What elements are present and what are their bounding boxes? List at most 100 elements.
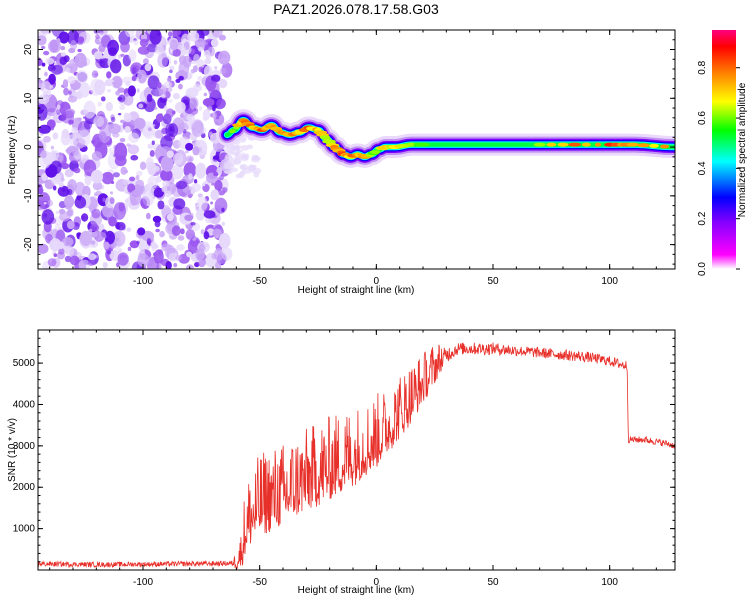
noise-blob (115, 90, 120, 96)
noise-blob (40, 45, 46, 50)
x-tick-label: 0 (374, 577, 380, 588)
y-tick-label: 0 (23, 144, 34, 150)
noise-blob (106, 71, 112, 79)
y-tick-label: 10 (23, 92, 34, 104)
noise-blob (155, 113, 164, 123)
noise-blob (137, 227, 146, 236)
noise-blob (43, 202, 47, 205)
noise-blob (175, 78, 181, 83)
noise-blob (210, 201, 214, 205)
noise-blob (147, 75, 160, 90)
noise-blob (137, 46, 150, 55)
ridge-peak (416, 142, 430, 147)
noise-blob (116, 222, 126, 231)
ridge-peak (594, 142, 602, 147)
noise-blob (146, 43, 158, 53)
noise-blob (66, 188, 73, 196)
noise-blob (192, 145, 200, 156)
noise-blob (172, 152, 184, 165)
noise-blob (186, 114, 192, 121)
noise-blob (112, 81, 116, 85)
noise-blob (145, 212, 151, 220)
noise-blob (75, 70, 89, 84)
noise-blob (41, 81, 52, 96)
noise-blob (210, 189, 220, 201)
noise-blob (67, 95, 78, 103)
x-tick-label: 100 (601, 276, 618, 287)
noise-blob (166, 213, 174, 222)
noise-blob (41, 209, 55, 225)
x-tick-label: -100 (133, 577, 153, 588)
noise-blob (103, 241, 110, 250)
noise-blob (40, 150, 47, 159)
noise-blob (203, 92, 208, 97)
noise-blob (166, 150, 174, 158)
noise-blob (238, 171, 245, 179)
y-tick-label: 1000 (13, 524, 36, 535)
y-tick-label: 20 (23, 44, 34, 56)
noise-blob (252, 164, 257, 171)
noise-blob (47, 39, 61, 54)
chart-title: PAZ1.2026.078.17.58.G03 (273, 1, 439, 17)
noise-blob (112, 172, 120, 178)
noise-blob (81, 213, 89, 222)
noise-blob (71, 127, 78, 134)
noise-blob (50, 69, 55, 73)
noise-blob (202, 98, 215, 107)
noise-blob (77, 36, 85, 44)
noise-blob (127, 144, 140, 155)
noise-blob (165, 108, 175, 119)
noise-blob (82, 116, 87, 119)
noise-blob (128, 49, 137, 62)
noise-blob (188, 157, 193, 162)
noise-blob (195, 248, 205, 261)
noise-blob (163, 81, 173, 89)
y-tick-label: 4000 (13, 399, 36, 410)
ridge-peak (533, 142, 546, 147)
noise-blob (137, 253, 150, 268)
noise-blob (241, 144, 249, 151)
noise-blob (41, 62, 46, 67)
noise-blob (70, 39, 78, 51)
noise-blob (222, 187, 228, 193)
noise-blob (63, 195, 75, 208)
noise-blob (148, 188, 156, 197)
colorbar-tick-label: 0.6 (697, 111, 708, 125)
noise-blob (83, 61, 88, 67)
signal-ridge (216, 109, 675, 168)
ridge-peak (660, 144, 669, 149)
noise-blob (48, 73, 56, 85)
noise-blob (59, 211, 71, 222)
top-x-axis-label: Height of straight line (km) (298, 285, 415, 296)
noise-blob (195, 206, 199, 211)
noise-blob (192, 65, 198, 73)
noise-blob (212, 155, 220, 160)
noise-blob (118, 248, 122, 253)
noise-blob (144, 183, 151, 191)
noise-blob (208, 80, 220, 98)
noise-blob (188, 57, 193, 63)
noise-blob (119, 104, 126, 111)
noise-blob (161, 243, 172, 252)
noise-blob (171, 225, 181, 237)
noise-blob (47, 112, 53, 116)
noise-blob (120, 119, 125, 124)
noise-blob (130, 64, 140, 74)
noise-blob (224, 163, 230, 169)
noise-blob (114, 155, 127, 167)
x-tick-label: -50 (252, 577, 267, 588)
noise-blob (109, 191, 114, 195)
ridge-peak (557, 142, 569, 147)
noise-blob (210, 38, 219, 48)
noise-blob (178, 61, 190, 77)
noise-blob (151, 140, 155, 146)
noise-blob (157, 200, 165, 210)
noise-blob (52, 185, 57, 191)
noise-blob (94, 192, 98, 197)
noise-blob (106, 89, 112, 93)
noise-blob (60, 52, 67, 57)
noise-blob (173, 59, 178, 65)
top-y-ticks: -20 -10 0 10 20 (23, 29, 675, 265)
noise-blob (188, 173, 193, 180)
